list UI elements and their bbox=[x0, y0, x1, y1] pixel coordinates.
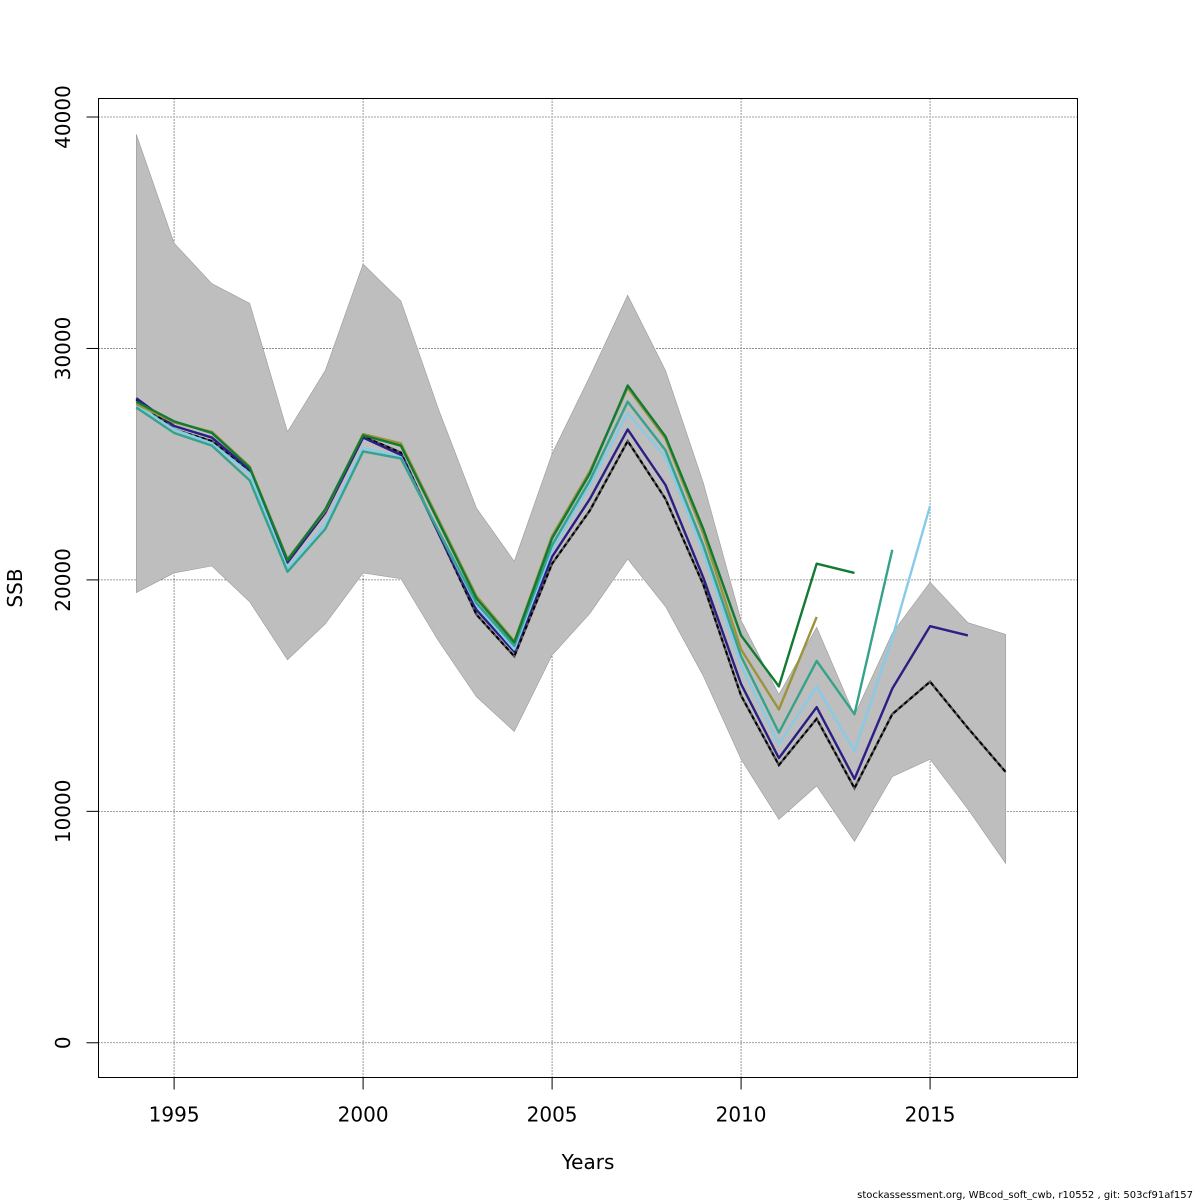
y-tick-label: 40000 bbox=[51, 85, 75, 149]
y-tick-label: 10000 bbox=[51, 780, 75, 844]
x-tick-label: 2000 bbox=[338, 1103, 389, 1127]
x-axis: 1995 2000 2005 2010 2015 bbox=[149, 1077, 956, 1127]
confidence-band bbox=[135, 134, 1006, 865]
footer-caption: stockassessment.org, WBcod_soft_cwb, r10… bbox=[857, 1190, 1193, 1200]
series-lines bbox=[135, 384, 1007, 791]
series-line-4 bbox=[135, 400, 894, 734]
plot-frame bbox=[98, 98, 1078, 1078]
x-axis-title: Years bbox=[561, 1150, 615, 1174]
y-axis-title: SSB bbox=[3, 568, 27, 607]
confidence-band-area bbox=[135, 134, 1006, 865]
y-tick-label: 0 bbox=[51, 1036, 75, 1049]
x-tick-label: 2015 bbox=[905, 1103, 956, 1127]
series-line-3 bbox=[135, 404, 932, 753]
x-tick-label: 1995 bbox=[149, 1103, 200, 1127]
x-tick-label: 2010 bbox=[716, 1103, 767, 1127]
y-tick-label: 20000 bbox=[51, 548, 75, 612]
y-axis: 0 10000 20000 30000 40000 bbox=[51, 85, 99, 1049]
y-tick-label: 30000 bbox=[51, 317, 75, 381]
series-line-6 bbox=[135, 384, 855, 688]
x-tick-label: 2005 bbox=[527, 1103, 578, 1127]
